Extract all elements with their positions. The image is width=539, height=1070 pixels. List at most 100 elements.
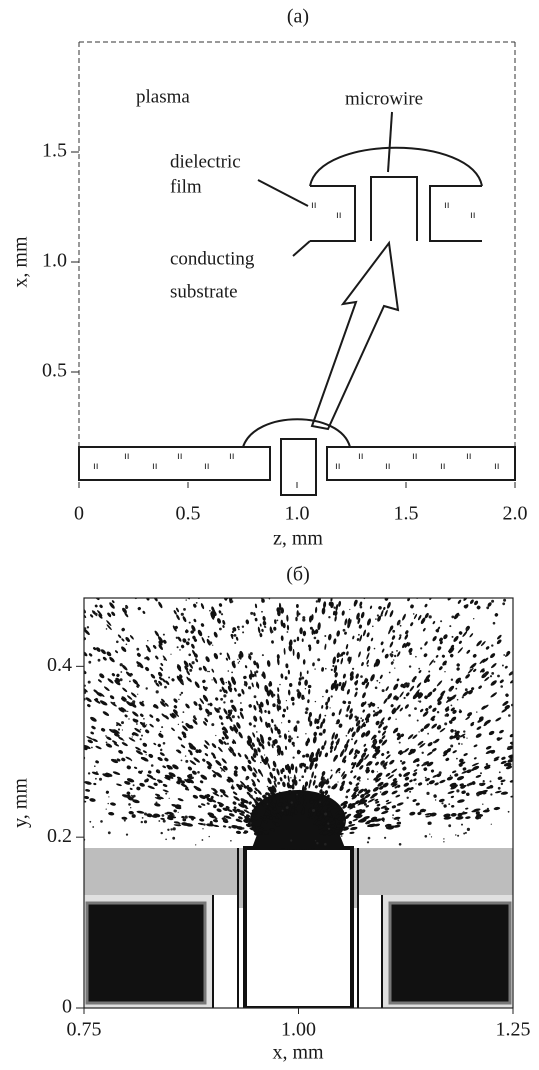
particle	[458, 742, 461, 745]
particle	[124, 714, 128, 718]
particle	[131, 795, 135, 799]
particle	[472, 525, 477, 532]
particle	[320, 721, 323, 729]
particle	[318, 560, 322, 566]
particle	[386, 546, 390, 551]
particle	[247, 759, 252, 765]
particle	[485, 745, 492, 750]
particle	[202, 681, 204, 684]
annotation: plasma	[136, 86, 190, 107]
particle	[478, 556, 483, 562]
particle	[167, 828, 170, 831]
particle	[200, 774, 208, 780]
particle	[281, 722, 283, 724]
particle	[322, 695, 324, 698]
particle	[318, 713, 322, 720]
particle	[377, 544, 382, 551]
particle	[227, 685, 232, 693]
particle	[185, 577, 191, 585]
particle	[87, 704, 91, 708]
particle	[211, 668, 215, 673]
particle	[133, 551, 138, 557]
particle	[484, 766, 491, 770]
particle	[164, 757, 169, 762]
particle	[448, 688, 452, 692]
particle	[398, 741, 401, 744]
particle	[90, 526, 97, 533]
particle	[308, 807, 312, 814]
particle	[139, 701, 145, 707]
particle	[525, 535, 533, 543]
particle	[177, 664, 182, 670]
particle	[2, 659, 10, 665]
particle	[73, 803, 79, 807]
particle	[106, 620, 112, 627]
particle	[427, 821, 432, 825]
particle	[228, 748, 233, 754]
particle	[353, 555, 357, 560]
particle	[427, 732, 429, 735]
particle	[206, 794, 211, 798]
particle	[296, 793, 298, 796]
particle	[350, 770, 353, 774]
particle	[176, 781, 181, 785]
particle	[256, 778, 260, 783]
particle	[280, 635, 284, 641]
particle	[297, 789, 302, 794]
x-tick-label: 0.75	[67, 1019, 102, 1041]
particle	[156, 796, 164, 800]
particle	[0, 753, 7, 757]
particle	[287, 719, 291, 724]
particle	[120, 585, 124, 589]
particle	[188, 591, 193, 598]
particle	[196, 559, 200, 566]
particle	[239, 711, 244, 720]
particle	[398, 581, 404, 589]
particle	[213, 677, 218, 684]
particle	[61, 805, 65, 808]
particle	[291, 741, 295, 746]
particle	[245, 619, 250, 625]
particle	[391, 768, 398, 774]
particle	[233, 796, 240, 801]
particle	[434, 799, 437, 801]
particle	[296, 651, 300, 660]
particle	[352, 789, 360, 795]
particle	[347, 532, 350, 538]
particle	[367, 720, 370, 723]
particle	[75, 660, 80, 665]
particle	[95, 771, 98, 774]
particle	[480, 641, 486, 647]
particle	[531, 582, 538, 590]
particle	[128, 582, 133, 588]
particle	[476, 605, 481, 610]
particle	[389, 625, 394, 631]
particle	[428, 780, 435, 785]
particle	[223, 708, 228, 715]
particle	[393, 816, 401, 820]
particle	[481, 510, 486, 517]
particle	[254, 787, 258, 792]
particle	[111, 611, 116, 617]
particle	[414, 689, 420, 696]
particle	[283, 733, 288, 740]
particle	[217, 801, 225, 806]
particle	[456, 667, 460, 671]
particle	[231, 715, 235, 719]
particle	[189, 481, 193, 485]
particle	[302, 616, 306, 620]
particle	[462, 811, 465, 814]
particle	[507, 759, 513, 763]
particle	[285, 806, 289, 809]
particle	[346, 689, 350, 695]
particle	[238, 731, 243, 739]
particle	[375, 618, 377, 620]
particle	[146, 549, 153, 557]
particle	[235, 830, 242, 835]
particle	[245, 823, 252, 828]
particle	[423, 677, 429, 684]
particle	[255, 797, 261, 802]
particle	[409, 652, 412, 655]
particle	[256, 527, 260, 531]
particle	[236, 564, 241, 570]
